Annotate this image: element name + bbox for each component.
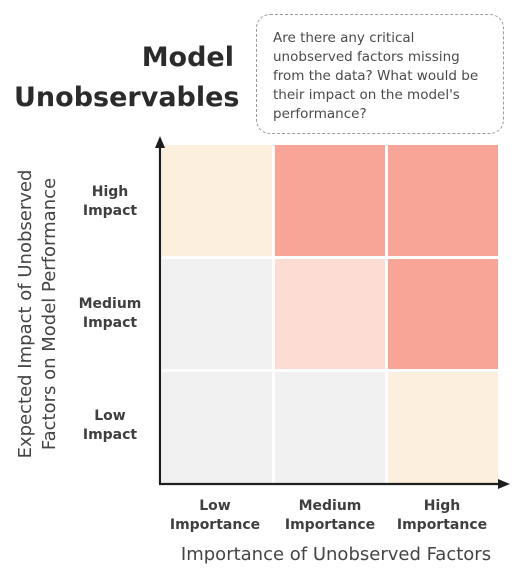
note-line: unobserved factors missing [273,49,460,65]
column-label-line: Importance [169,517,261,533]
cell-low-impact-medium-importance [275,372,385,483]
row-label-medium-impact: Medium Impact [66,295,154,333]
cell-medium-impact-medium-importance [275,259,385,369]
note-line: performance? [273,106,367,122]
cell-high-impact-low-importance [162,145,272,256]
column-label-high-importance: High Importance [383,497,501,535]
cell-low-impact-high-importance [388,372,498,483]
column-label-low-importance: Low Importance [156,497,274,535]
column-label-line: Importance [284,517,376,533]
y-axis-title-line-1: Expected Impact of Unobserved [15,169,36,459]
x-axis-arrowhead [498,479,510,489]
cell-low-impact-low-importance [162,372,272,483]
y-axis-title-line-2: Factors on Model Performance [39,177,60,451]
column-label-medium-importance: Medium Importance [271,497,389,535]
column-label-line: Low [199,498,231,514]
row-label-line: Impact [82,203,138,219]
row-label-line: Medium [78,296,142,312]
cell-high-impact-medium-importance [275,145,385,256]
row-label-line: Low [94,408,126,424]
x-axis-title: Importance of Unobserved Factors [180,544,492,565]
title-line-2: Unobservables [14,82,240,113]
column-label-line: Medium [298,498,362,514]
note-line: Are there any critical [273,30,415,46]
row-label-line: Impact [82,427,138,443]
cell-medium-impact-high-importance [388,259,498,369]
row-label-line: High [91,184,129,200]
title-line-1: Model [141,42,234,73]
note-line: from the data? What would be [273,68,479,84]
column-label-line: Importance [396,517,488,533]
note-line: their impact on the model's [273,87,460,103]
row-label-line: Impact [82,315,138,331]
cell-medium-impact-low-importance [162,259,272,369]
row-label-low-impact: Low Impact [66,407,154,445]
row-label-high-impact: High Impact [66,183,154,221]
y-axis-title: Expected Impact of Unobserved Factors on… [14,144,62,484]
y-axis-arrowhead [155,136,165,148]
column-label-line: High [423,498,461,514]
question-note: Are there any critical unobserved factor… [256,14,504,134]
diagram-title: Model Unobservables [14,38,240,118]
cell-high-impact-high-importance [388,145,498,256]
